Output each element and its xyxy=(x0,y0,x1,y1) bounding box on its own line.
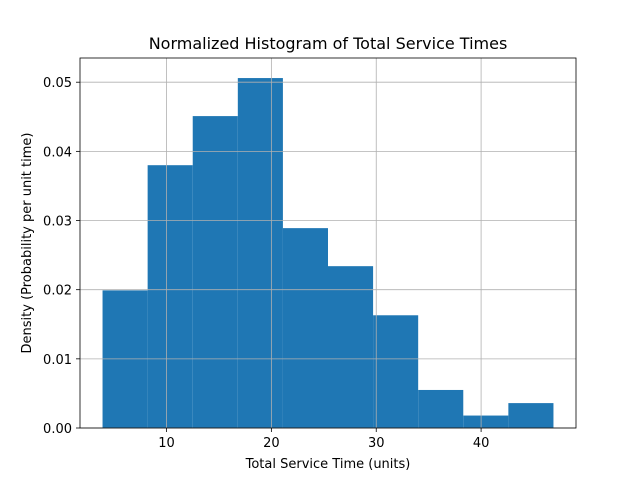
histogram-bar-3 xyxy=(237,78,283,428)
histogram-bar-2 xyxy=(192,116,238,429)
x-tick-label-2: 30 xyxy=(368,436,385,451)
y-tick-label-3: 0.03 xyxy=(43,215,72,230)
tick-marks: 10 20 30 40 0.00 0.01 0.02 0.03 0.04 0.05 xyxy=(43,76,489,451)
y-tick-label-5: 0.05 xyxy=(43,76,72,91)
histogram-bar-8 xyxy=(463,415,509,428)
histogram-bar-7 xyxy=(418,389,464,428)
histogram-bar-6 xyxy=(373,315,419,428)
y-tick-label-2: 0.02 xyxy=(43,284,72,299)
histogram-bar-4 xyxy=(282,228,328,428)
y-tick-label-0: 0.00 xyxy=(43,422,72,437)
x-tick-label-1: 20 xyxy=(263,436,280,451)
x-axis-label: Total Service Time (units) xyxy=(245,457,411,472)
y-tick-label-1: 0.01 xyxy=(43,353,72,368)
chart-title: Normalized Histogram of Total Service Ti… xyxy=(149,34,508,53)
histogram-bar-1 xyxy=(147,165,193,428)
histogram-bars xyxy=(102,78,554,429)
axes xyxy=(79,57,577,429)
histogram-bar-5 xyxy=(328,266,374,428)
y-axis-label: Density (Probability per unit time) xyxy=(20,133,35,354)
grid-lines xyxy=(80,58,576,429)
plot-frame xyxy=(79,57,577,429)
y-tick-label-4: 0.04 xyxy=(43,145,72,160)
x-tick-label-3: 40 xyxy=(473,436,490,451)
x-tick-label-0: 10 xyxy=(158,436,175,451)
histogram-bar-9 xyxy=(508,403,554,428)
